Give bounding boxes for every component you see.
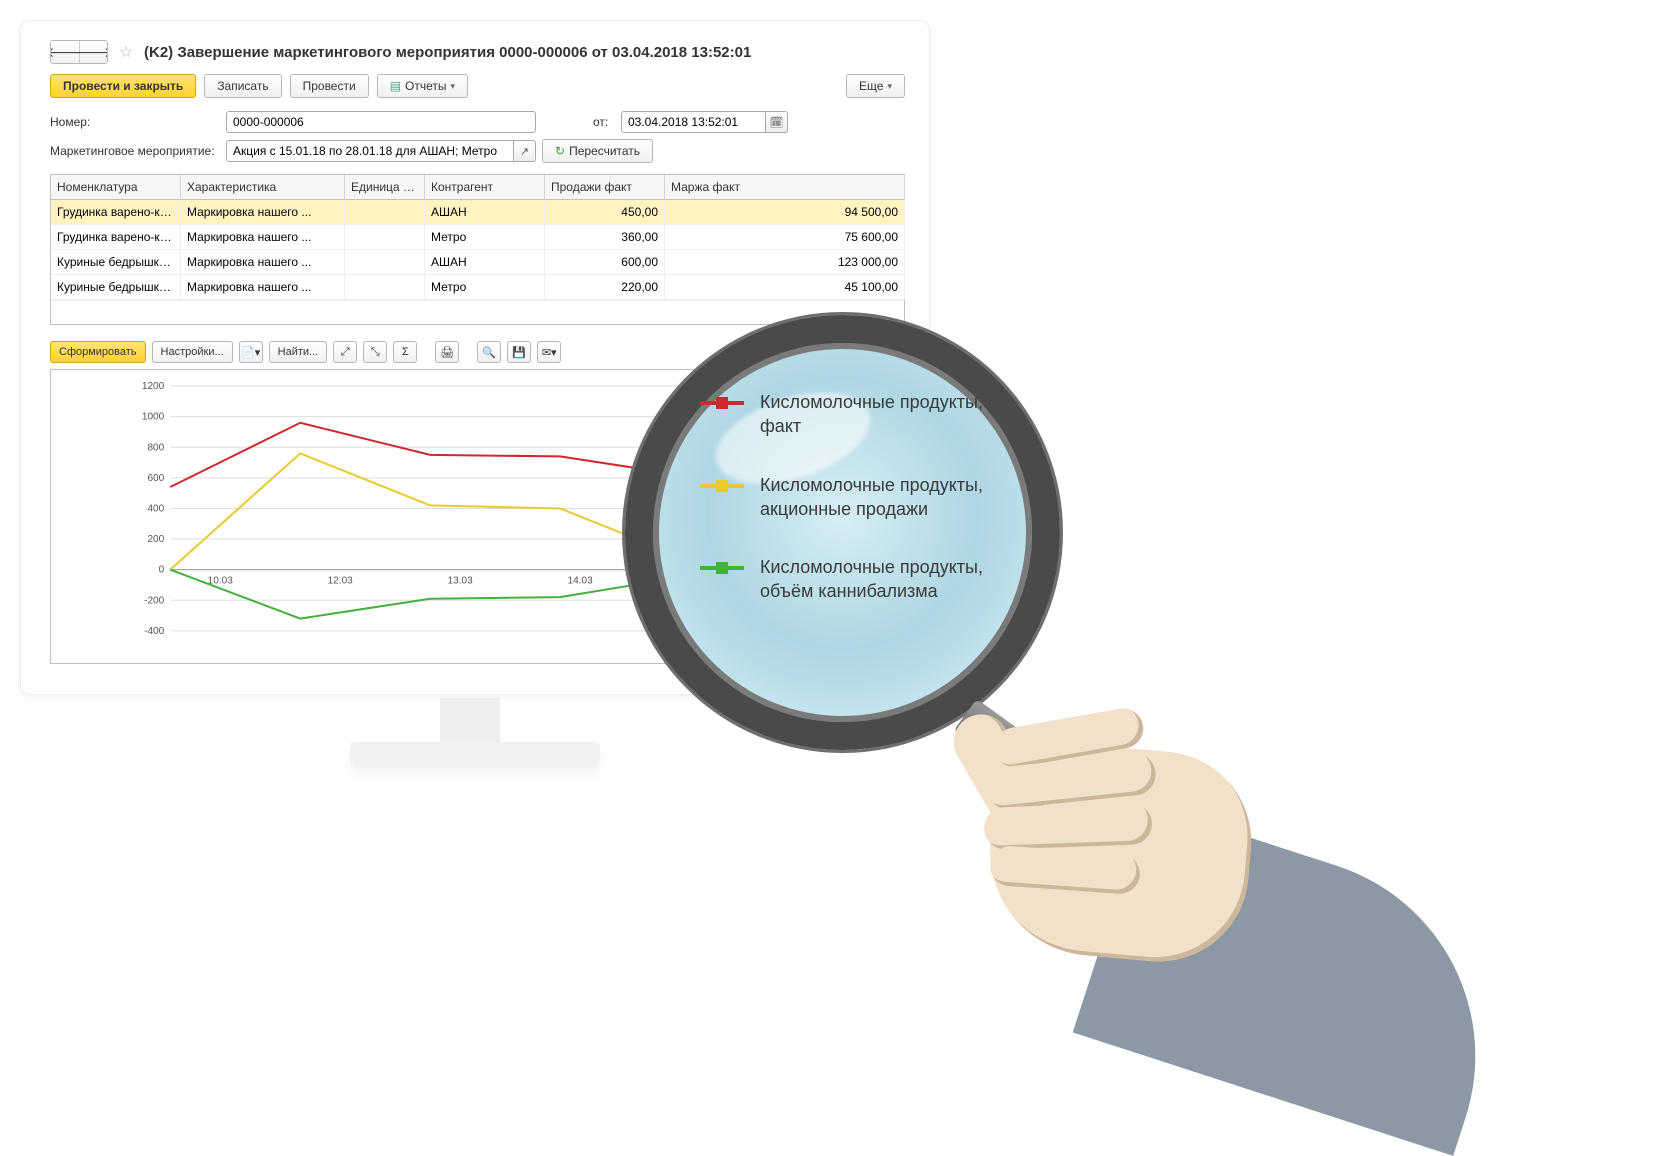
recalc-button[interactable]: ↻ Пересчитать: [542, 139, 653, 163]
table-cell: 75 600,00: [665, 225, 905, 250]
chart-svg: -400-20002004006008001000120010.0312.031…: [57, 378, 898, 655]
table-cell: [345, 250, 425, 275]
submit-button[interactable]: Провести: [290, 74, 369, 98]
grid-header: НоменклатураХарактеристикаЕдиница из...К…: [51, 175, 904, 200]
table-row[interactable]: Грудинка варено-коп...Маркировка нашего …: [51, 225, 904, 250]
app-window: 🡐 🡒 ☆ (K2) Завершение маркетингового мер…: [50, 40, 905, 664]
reports-label: Отчеты: [405, 79, 446, 93]
sum-icon[interactable]: Σ: [393, 341, 417, 363]
date-label: от:: [593, 115, 615, 129]
expand-icon[interactable]: ⤢: [333, 341, 357, 363]
report-toolbar: Сформировать Настройки... 📄▾ Найти... ⤢ …: [50, 341, 905, 363]
table-cell: Метро: [425, 225, 545, 250]
svg-text:400: 400: [147, 503, 164, 514]
calendar-icon[interactable]: 🗓: [766, 111, 788, 133]
recalc-label: Пересчитать: [569, 144, 640, 158]
grid-col-4[interactable]: Продажи факт: [545, 175, 665, 200]
grid-footer: [51, 300, 904, 324]
svg-text:14.03: 14.03: [567, 576, 593, 587]
mail-icon[interactable]: ✉▾: [537, 341, 561, 363]
event-input[interactable]: [226, 140, 514, 162]
table-cell: АШАН: [425, 250, 545, 275]
print-icon[interactable]: 🖨: [435, 341, 459, 363]
grid-col-5[interactable]: Маржа факт: [665, 175, 905, 200]
table-row[interactable]: Куриные бедрышки ...Маркировка нашего ..…: [51, 275, 904, 300]
settings-button[interactable]: Настройки...: [152, 341, 233, 363]
more-button[interactable]: Еще: [846, 74, 905, 98]
submit-close-button[interactable]: Провести и закрыть: [50, 74, 196, 98]
table-cell: Маркировка нашего ...: [181, 200, 345, 225]
table-cell: Куриные бедрышки ...: [51, 275, 181, 300]
svg-text:200: 200: [147, 534, 164, 545]
finger-3: [983, 802, 1152, 850]
table-cell: 45 100,00: [665, 275, 905, 300]
find-button[interactable]: Найти...: [269, 341, 328, 363]
page-title: (K2) Завершение маркетингового мероприят…: [144, 44, 751, 61]
table-cell: [345, 225, 425, 250]
table-cell: АШАН: [425, 200, 545, 225]
reports-icon: ▤: [390, 79, 401, 93]
grid-col-0[interactable]: Номенклатура: [51, 175, 181, 200]
grid-col-2[interactable]: Единица из...: [345, 175, 425, 200]
table-row[interactable]: Куриные бедрышки ...Маркировка нашего ..…: [51, 250, 904, 275]
svg-text:15.03: 15.03: [687, 576, 713, 587]
reports-button[interactable]: ▤ Отчеты: [377, 74, 468, 98]
table-cell: Маркировка нашего ...: [181, 250, 345, 275]
table-row[interactable]: Грудинка варено-коп...Маркировка нашего …: [51, 200, 904, 225]
generate-button[interactable]: Сформировать: [50, 341, 146, 363]
row-event: Маркетинговое мероприятие: ↗ ↻ Пересчита…: [50, 136, 905, 166]
svg-text:0: 0: [159, 565, 165, 576]
table-cell: Куриные бедрышки ...: [51, 250, 181, 275]
svg-text:-400: -400: [144, 626, 165, 637]
grid-col-3[interactable]: Контрагент: [425, 175, 545, 200]
table-cell: 94 500,00: [665, 200, 905, 225]
save-button[interactable]: Записать: [204, 74, 281, 98]
chart: -400-20002004006008001000120010.0312.031…: [50, 369, 905, 664]
table-cell: [345, 200, 425, 225]
table-cell: Маркировка нашего ...: [181, 225, 345, 250]
svg-text:1000: 1000: [142, 412, 165, 423]
event-label: Маркетинговое мероприятие:: [50, 144, 220, 158]
favorite-icon[interactable]: ☆: [116, 42, 136, 62]
table-cell: Метро: [425, 275, 545, 300]
data-grid: НоменклатураХарактеристикаЕдиница из...К…: [50, 174, 905, 325]
table-cell: Маркировка нашего ...: [181, 275, 345, 300]
table-cell: Грудинка варено-коп...: [51, 225, 181, 250]
table-cell: 220,00: [545, 275, 665, 300]
svg-text:13.03: 13.03: [448, 576, 474, 587]
svg-text:-200: -200: [144, 595, 165, 606]
svg-text:12.03: 12.03: [328, 576, 354, 587]
svg-text:600: 600: [147, 473, 164, 484]
hand-illustration: [940, 690, 1460, 1050]
variant-icon[interactable]: 📄▾: [239, 341, 263, 363]
number-input[interactable]: [226, 111, 536, 133]
save-icon[interactable]: 💾: [507, 341, 531, 363]
date-input[interactable]: [621, 111, 766, 133]
monitor-stand-base: [350, 742, 600, 768]
table-cell: 360,00: [545, 225, 665, 250]
preview-icon[interactable]: 🔍: [477, 341, 501, 363]
table-cell: [345, 275, 425, 300]
row-number: Номер: от: 🗓: [50, 108, 905, 136]
collapse-icon[interactable]: ⤡: [363, 341, 387, 363]
open-link-icon[interactable]: ↗: [514, 140, 536, 162]
action-toolbar: Провести и закрыть Записать Провести ▤ От…: [50, 74, 905, 108]
svg-text:1200: 1200: [142, 381, 165, 392]
svg-text:800: 800: [147, 442, 164, 453]
nav-buttons: 🡐 🡒: [50, 40, 108, 64]
number-label: Номер:: [50, 115, 220, 129]
table-cell: 600,00: [545, 250, 665, 275]
table-cell: 450,00: [545, 200, 665, 225]
table-cell: 123 000,00: [665, 250, 905, 275]
table-cell: Грудинка варено-коп...: [51, 200, 181, 225]
grid-col-1[interactable]: Характеристика: [181, 175, 345, 200]
grid-body: Грудинка варено-коп...Маркировка нашего …: [51, 200, 904, 300]
titlebar: 🡐 🡒 ☆ (K2) Завершение маркетингового мер…: [50, 40, 905, 74]
monitor-stand-neck: [440, 698, 500, 746]
forward-button[interactable]: 🡒: [79, 41, 107, 63]
